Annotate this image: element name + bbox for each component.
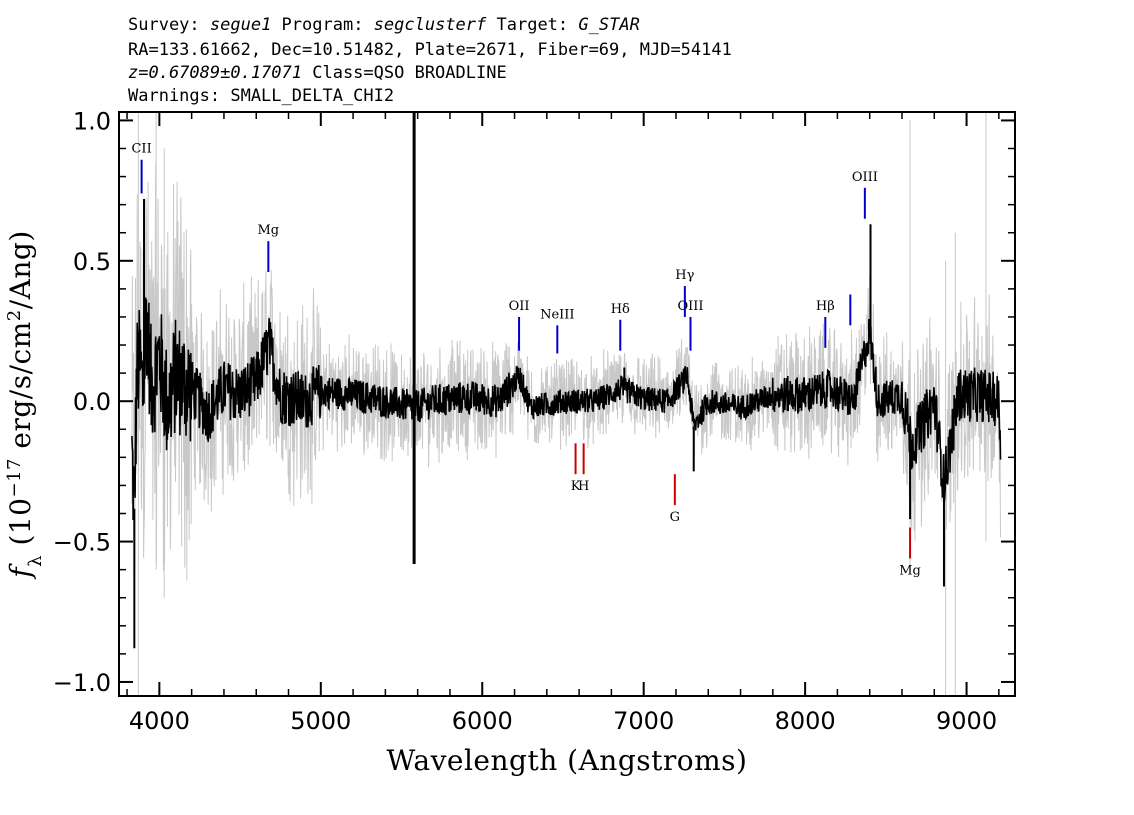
header-line-4: Warnings: SMALL_DELTA_CHI2 (128, 86, 394, 106)
plot-frame (118, 111, 1016, 697)
line-label: K (571, 479, 581, 494)
line-label: OIII (677, 299, 703, 314)
y-tick-label: 1.0 (73, 107, 111, 135)
x-tick-label: 6000 (452, 707, 513, 735)
line-label: Hβ (816, 299, 835, 314)
line-label: G (670, 510, 680, 525)
line-label: Hγ (675, 268, 694, 283)
y-axis-label: fλ (10−17 erg/s/cm2/Ang) (4, 230, 46, 580)
axes: 4000 5000 6000 7000 8000 9000 1.0 0.5 0.0 −0.5 −1.… (53, 107, 1016, 735)
line-label: Mg (899, 563, 921, 578)
line-label: NeIII (540, 307, 574, 322)
x-tick-label: 5000 (290, 707, 351, 735)
x-tick-label: 9000 (936, 707, 997, 735)
header-line-3: z=0.67089±0.17071 Class=QSO BROADLINE (128, 63, 507, 83)
flux-layer (131, 112, 1002, 649)
x-tick-label: 4000 (129, 707, 190, 735)
line-label: CII (131, 142, 151, 157)
y-tick-label: 0.5 (73, 248, 111, 276)
line-label: Mg (258, 223, 280, 238)
flux-trace (131, 297, 1002, 521)
x-tick-label: 7000 (613, 707, 674, 735)
spectral-line-markers: CII Mg OII NeIII Hδ Hγ OIII Hβ OIII KH G Mg (131, 142, 920, 579)
line-label: OII (509, 299, 530, 314)
header-line-2: RA=133.61662, Dec=10.51482, Plate=2671, … (128, 40, 732, 60)
header-line-1: Survey: segue1 Program: segclusterf Targ… (128, 15, 640, 35)
y-tick-label: −0.5 (53, 529, 111, 557)
line-label: Hδ (611, 302, 630, 317)
line-label: OIII (852, 170, 878, 185)
x-tick-label: 8000 (775, 707, 836, 735)
y-tick-label: −1.0 (53, 669, 111, 697)
line-label: H (578, 479, 589, 494)
y-tick-label: 0.0 (73, 388, 111, 416)
x-axis-label: Wavelength (Angstroms) (387, 744, 748, 777)
